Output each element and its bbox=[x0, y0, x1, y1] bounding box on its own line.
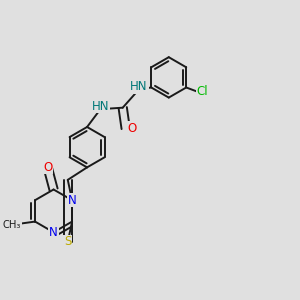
Text: Cl: Cl bbox=[197, 85, 208, 98]
Text: O: O bbox=[127, 122, 136, 135]
Text: O: O bbox=[43, 161, 52, 174]
Text: CH₃: CH₃ bbox=[3, 220, 21, 230]
Text: HN: HN bbox=[130, 80, 148, 93]
Text: N: N bbox=[68, 194, 76, 207]
Text: S: S bbox=[64, 236, 71, 248]
Text: N: N bbox=[49, 226, 58, 239]
Text: HN: HN bbox=[92, 100, 109, 113]
